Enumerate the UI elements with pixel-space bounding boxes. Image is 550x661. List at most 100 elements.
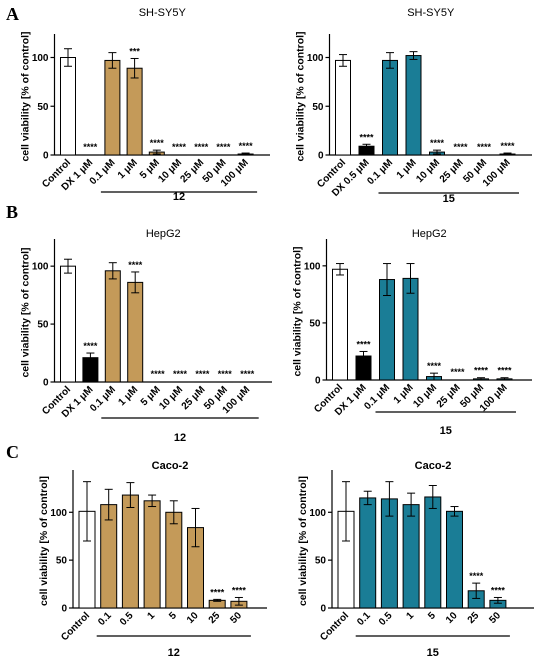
category-label: 50	[487, 610, 503, 626]
category-label: 25 μM	[438, 157, 466, 185]
bar	[104, 59, 121, 156]
y-tick-label: 0	[315, 376, 321, 387]
category-label: 25 μM	[180, 384, 208, 412]
category-label: 25 μM	[435, 382, 463, 410]
y-tick-label: 100	[309, 508, 326, 519]
bar	[165, 511, 183, 609]
category-label: 25	[466, 610, 482, 626]
category-label: Control	[318, 610, 351, 643]
category-label: 0.5	[377, 610, 395, 628]
y-tick-label: 50	[309, 318, 321, 329]
significance-label: ****	[151, 369, 166, 379]
significance-label: ****	[356, 339, 371, 349]
significance-label: ***	[129, 46, 140, 56]
category-label: 0.1	[96, 610, 114, 628]
significance-label: ****	[477, 142, 492, 152]
category-label: Control	[59, 610, 92, 643]
significance-label: ****	[500, 141, 515, 151]
significance-label: ****	[218, 369, 233, 379]
significance-label: ****	[240, 369, 255, 379]
category-label: 5	[426, 610, 438, 622]
group-label: 12	[174, 432, 186, 444]
category-label: 1 μM	[116, 384, 140, 408]
group-label: 12	[168, 647, 180, 659]
category-label: 25 μM	[178, 157, 206, 185]
y-axis-label: cell viability [% of control]	[20, 247, 32, 377]
significance-label: ****	[173, 369, 188, 379]
category-label: 25	[207, 610, 223, 626]
panel-label-a: A	[6, 4, 19, 24]
significance-label: ****	[194, 142, 209, 152]
significance-label: ****	[216, 142, 231, 152]
y-axis-label: cell viability [% of control]	[20, 31, 32, 161]
bar	[127, 281, 144, 383]
chart-title: HepG2	[146, 228, 181, 240]
y-axis-label: cell viability [% of control]	[297, 476, 309, 606]
bar	[143, 500, 161, 609]
chart-title: SH-SY5Y	[407, 7, 455, 19]
category-label: 1 μM	[116, 157, 140, 181]
y-tick-label: 50	[56, 556, 68, 567]
category-label: 0.1 μM	[362, 382, 392, 412]
category-label: 0.1 μM	[88, 384, 118, 414]
significance-label: ****	[450, 367, 465, 377]
y-tick-label: 50	[37, 320, 49, 331]
significance-label: ****	[172, 142, 187, 152]
y-tick-label: 0	[43, 378, 49, 389]
bar	[382, 59, 398, 156]
bar	[60, 265, 76, 383]
category-label: 0.1	[355, 610, 373, 628]
bar	[424, 496, 442, 609]
significance-label: ****	[83, 142, 98, 152]
y-tick-label: 50	[312, 102, 324, 113]
bar	[60, 57, 76, 156]
panel-label-b: B	[6, 202, 18, 222]
category-label: 1	[146, 610, 158, 622]
group-label: 15	[443, 193, 455, 205]
group-label: 15	[427, 647, 439, 659]
y-tick-label: 100	[32, 53, 49, 64]
y-axis-label: cell viability [% of control]	[295, 31, 307, 161]
y-tick-label: 100	[32, 262, 49, 273]
bar	[126, 67, 143, 156]
significance-label: ****	[474, 366, 489, 376]
chart-title: Caco-2	[152, 460, 189, 472]
bar	[446, 510, 463, 609]
y-tick-label: 0	[43, 151, 49, 162]
bar	[104, 270, 121, 383]
bar	[335, 59, 351, 156]
y-tick-label: 0	[318, 151, 324, 162]
category-label: 1	[405, 610, 417, 622]
y-axis-label: cell viability [% of control]	[292, 246, 304, 376]
y-tick-label: 100	[304, 261, 321, 272]
chart-title: Caco-2	[415, 460, 452, 472]
bar	[121, 494, 139, 609]
category-label: 0.1 μM	[88, 157, 118, 187]
y-tick-label: 100	[307, 53, 324, 64]
significance-label: ****	[427, 361, 442, 371]
significance-label: ****	[359, 132, 374, 142]
chart-title: SH-SY5Y	[139, 7, 187, 19]
group-label: 12	[173, 191, 185, 203]
chart-b2: HepG2 cell viability [% of control] 0 50 100…	[292, 228, 532, 437]
significance-label: ****	[469, 571, 484, 581]
category-label: 10	[444, 610, 460, 626]
category-label: 0.5	[118, 610, 136, 628]
chart-title: HepG2	[412, 228, 447, 240]
y-tick-label: 50	[37, 102, 49, 113]
category-label: 10 μM	[157, 384, 185, 412]
y-tick-label: 0	[320, 604, 326, 615]
significance-label: ****	[430, 138, 445, 148]
bar	[359, 497, 377, 609]
significance-label: ****	[195, 369, 210, 379]
category-label: 10 μM	[411, 382, 439, 410]
y-tick-label: 50	[315, 556, 327, 567]
y-axis-label: cell viability [% of control]	[38, 476, 50, 606]
category-label: 10	[185, 610, 201, 626]
category-label: 0.1 μM	[365, 157, 395, 187]
category-label: 10 μM	[414, 157, 442, 185]
chart-b1: HepG2 cell viability [% of control] 0 50 100…	[20, 228, 272, 444]
